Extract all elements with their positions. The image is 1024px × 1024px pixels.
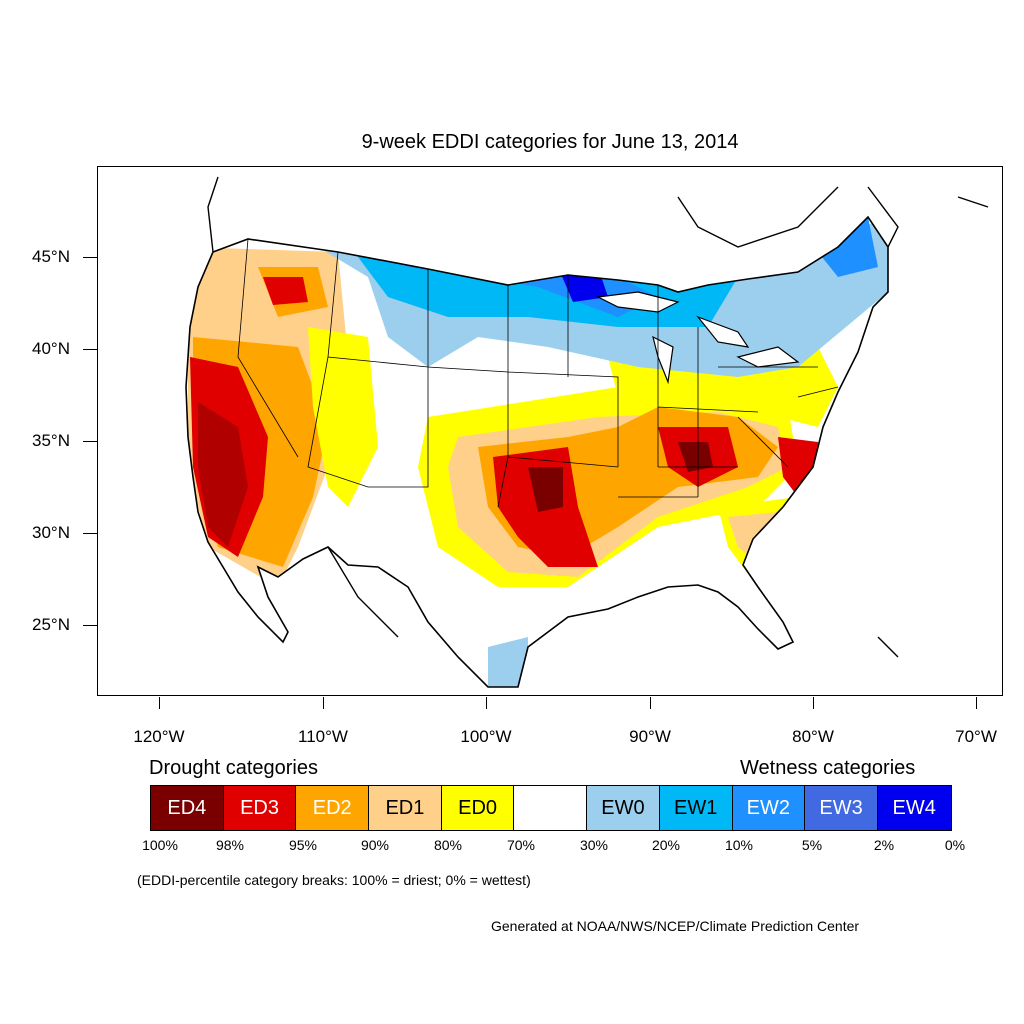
legend-percentile: 70% <box>506 837 536 853</box>
lat-label-35: 35°N <box>32 431 70 450</box>
lon-tick <box>976 697 977 709</box>
legend-percentile: 80% <box>433 837 463 853</box>
conus-outline <box>185 215 889 688</box>
legend-percentile: 10% <box>724 837 754 853</box>
lon-tick <box>323 697 324 709</box>
lon-label-80: 80°W <box>792 727 834 746</box>
map-panel <box>97 166 1003 696</box>
lon-label-70: 70°W <box>955 727 997 746</box>
legend-percentile: 30% <box>579 837 609 853</box>
lat-tick <box>83 441 97 442</box>
legend-box-ed4: ED4 <box>151 786 224 830</box>
legend-box-ed0: ED0 <box>441 786 515 830</box>
lat-label-25: 25°N <box>32 615 70 634</box>
legend-box-neutral <box>514 786 588 830</box>
legend-box-ed3: ED3 <box>223 786 297 830</box>
lat-label-40: 40°N <box>32 339 70 358</box>
legend-percentile: 2% <box>873 837 895 853</box>
lat-tick <box>83 625 97 626</box>
drought-categories-label: Drought categories <box>149 757 318 779</box>
credit-line: Generated at NOAA/NWS/NCEP/Climate Predi… <box>491 918 860 934</box>
map-title: 9-week EDDI categories for June 13, 2014 <box>361 131 739 153</box>
lon-label-90: 90°W <box>629 727 671 746</box>
legend-box-ed2: ED2 <box>296 786 370 830</box>
legend-box-ed1: ED1 <box>369 786 442 830</box>
legend-box-ew2: EW2 <box>732 786 806 830</box>
conus-eddi-map <box>185 176 989 688</box>
lat-label-45: 45°N <box>32 247 70 266</box>
legend-percentile: 20% <box>651 837 681 853</box>
lon-tick <box>159 697 160 709</box>
state-boundaries <box>237 238 839 508</box>
wetness-categories-label: Wetness categories <box>740 757 916 779</box>
legend-box-ew1: EW1 <box>659 786 733 830</box>
neighbor-coastlines <box>207 176 989 658</box>
lon-tick <box>650 697 651 709</box>
category-legend: ED4 ED3 ED2 ED1 ED0 EW0 EW1 EW2 EW3 EW4 <box>150 785 952 831</box>
legend-percentile: 100% <box>142 837 178 853</box>
lon-label-100: 100°W <box>460 727 512 746</box>
legend-percentile: 95% <box>288 837 318 853</box>
lon-label-110: 110°W <box>298 727 348 746</box>
legend-percentile: 5% <box>801 837 823 853</box>
lon-tick <box>486 697 487 709</box>
lon-label-120: 120°W <box>133 727 185 746</box>
lat-tick <box>83 349 97 350</box>
legend-percentile: 98% <box>215 837 245 853</box>
legend-box-ew0: EW0 <box>587 786 660 830</box>
breaks-note: (EDDI-percentile category breaks: 100% =… <box>137 872 531 888</box>
lat-tick <box>83 533 97 534</box>
lon-tick <box>813 697 814 709</box>
legend-box-ew3: EW3 <box>805 786 878 830</box>
great-lakes <box>595 291 800 385</box>
legend-percentile: 90% <box>360 837 390 853</box>
legend-percentile: 0% <box>944 837 966 853</box>
lat-label-30: 30°N <box>32 523 70 542</box>
lat-tick <box>83 257 97 258</box>
legend-box-ew4: EW4 <box>877 786 951 830</box>
